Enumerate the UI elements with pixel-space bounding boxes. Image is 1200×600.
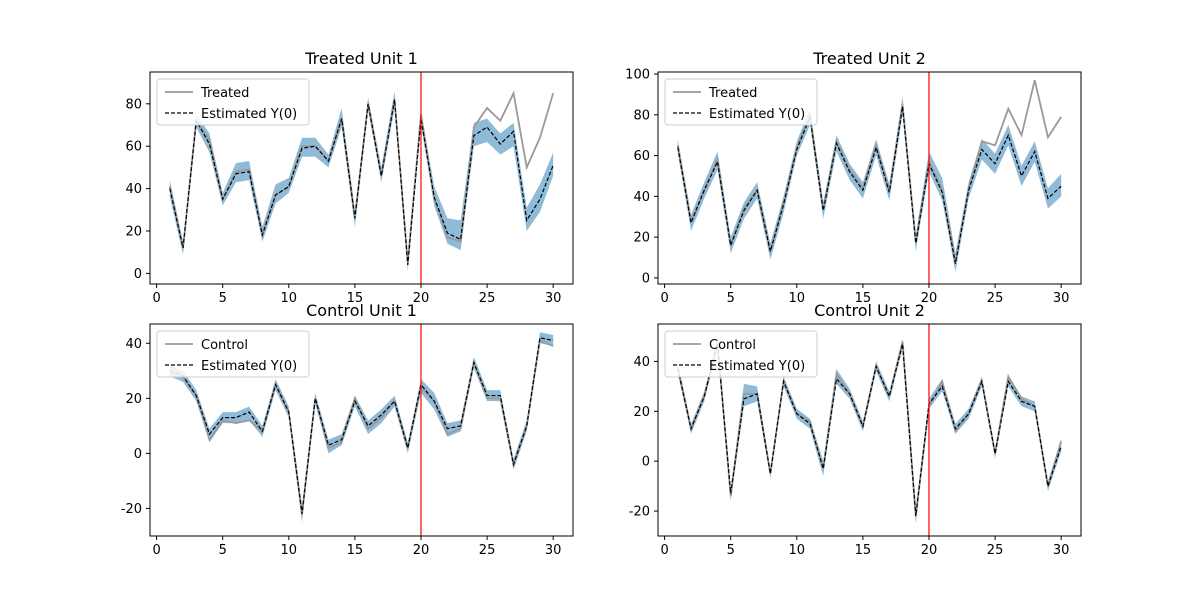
x-tick-label: 20 <box>921 543 938 558</box>
x-tick-label: 25 <box>479 543 496 558</box>
x-tick-label: 10 <box>281 291 298 306</box>
chart-title: Control Unit 2 <box>814 301 925 320</box>
chart-panel-2: 0 5 10 15 20 25 30 0 20 40 60 80 100 Treated Unit 2 Tr… <box>625 49 1082 306</box>
plot-frame <box>657 71 1082 285</box>
y-tick-label: -20 <box>629 505 650 520</box>
x-tick-label: 0 <box>152 291 160 306</box>
y-tick-label: 20 <box>125 392 142 407</box>
series-line-estimate <box>169 99 554 265</box>
legend-label-estimate: Estimated Y(0) <box>709 107 805 122</box>
legend-box <box>156 330 310 378</box>
series-line-observed <box>168 90 555 263</box>
y-tick-label: 40 <box>125 337 142 352</box>
y-tick-label: 100 <box>625 68 650 83</box>
x-tick-label: 25 <box>479 291 496 306</box>
series-line-observed <box>676 79 1062 262</box>
x-tick-label: 25 <box>987 291 1004 306</box>
x-tick-label: 5 <box>727 543 735 558</box>
legend-label-observed: Treated <box>708 86 757 101</box>
x-tick-label: 25 <box>987 543 1004 558</box>
y-tick-label: 40 <box>125 182 142 197</box>
y-tick-label: 0 <box>134 267 142 282</box>
y-tick-label: 20 <box>633 231 650 246</box>
series-line-estimate <box>169 337 554 515</box>
legend: Treated Estimated Y(0) <box>664 78 818 126</box>
legend-box <box>156 78 310 126</box>
x-tick-label: 10 <box>789 543 806 558</box>
y-tick-label: 20 <box>125 225 142 240</box>
series-line-estimate <box>677 343 1062 517</box>
legend-label-estimate: Estimated Y(0) <box>201 359 297 374</box>
x-tick-label: 15 <box>855 291 872 306</box>
x-tick-label: 20 <box>413 543 430 558</box>
legend-box <box>664 330 818 378</box>
x-tick-label: 5 <box>219 543 227 558</box>
x-tick-label: 0 <box>660 291 668 306</box>
y-tick-label: 0 <box>642 455 650 470</box>
y-tick-label: 20 <box>633 405 650 420</box>
y-tick-label: 80 <box>633 108 650 123</box>
chart-panel-3: 0 5 10 15 20 25 30 -20 0 20 40 Control Unit 1 Contro… <box>121 301 574 558</box>
chart-title: Treated Unit 2 <box>812 49 926 68</box>
series-line-estimate <box>677 106 1062 264</box>
y-tick-label: 0 <box>134 447 142 462</box>
x-tick-label: 30 <box>545 543 562 558</box>
legend-label-estimate: Estimated Y(0) <box>201 107 297 122</box>
legend: Control Estimated Y(0) <box>664 330 818 378</box>
y-tick-label: 40 <box>633 355 650 370</box>
chart-title: Control Unit 1 <box>306 301 417 320</box>
chart-panel-4: 0 5 10 15 20 25 30 -20 0 20 40 Control Unit 2 Contro… <box>629 301 1082 558</box>
x-tick-label: 30 <box>1053 543 1070 558</box>
y-tick-label: 0 <box>642 271 650 286</box>
x-tick-label: 5 <box>727 291 735 306</box>
legend-label-observed: Control <box>709 338 756 353</box>
y-tick-label: 60 <box>633 149 650 164</box>
x-tick-label: 10 <box>281 543 298 558</box>
legend-box <box>664 78 818 126</box>
legend-label-estimate: Estimated Y(0) <box>709 359 805 374</box>
legend-label-observed: Control <box>201 338 248 353</box>
y-tick-label: 40 <box>633 190 650 205</box>
x-tick-label: 0 <box>660 543 668 558</box>
legend: Treated Estimated Y(0) <box>156 78 310 126</box>
plot-frame <box>149 323 574 537</box>
plot-frame <box>657 323 1082 537</box>
x-tick-label: 15 <box>347 291 364 306</box>
x-tick-label: 30 <box>545 291 562 306</box>
plot-frame <box>149 71 574 285</box>
x-tick-label: 30 <box>1053 291 1070 306</box>
legend-label-observed: Treated <box>200 86 249 101</box>
legend: Control Estimated Y(0) <box>156 330 310 378</box>
x-tick-label: 0 <box>152 543 160 558</box>
x-tick-label: 15 <box>347 543 364 558</box>
chart-panel-1: 0 5 10 15 20 25 30 0 20 40 60 80 Treated Unit 1 Treat… <box>125 49 574 306</box>
x-tick-label: 10 <box>789 291 806 306</box>
y-tick-label: 80 <box>125 97 142 112</box>
y-tick-label: 60 <box>125 140 142 155</box>
x-tick-label: 15 <box>855 543 872 558</box>
x-tick-label: 20 <box>413 291 430 306</box>
x-tick-label: 5 <box>219 291 227 306</box>
x-tick-label: 20 <box>921 291 938 306</box>
chart-title: Treated Unit 1 <box>304 49 418 68</box>
y-tick-label: -20 <box>121 502 142 517</box>
